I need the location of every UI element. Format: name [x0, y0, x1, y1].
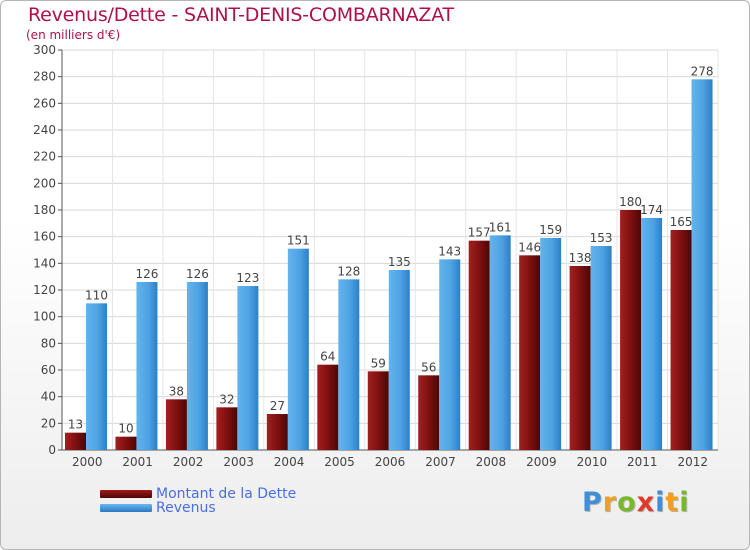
legend-swatch-dette [100, 490, 152, 498]
bar-dette [670, 230, 692, 450]
bar-revenus [388, 270, 410, 450]
x-tick-label: 2009 [526, 455, 557, 469]
logo-letter: P [582, 487, 603, 518]
y-tick-label: 220 [33, 150, 56, 164]
bar-revenus-label: 126 [136, 267, 159, 281]
bar-revenus-label: 174 [640, 203, 663, 217]
bar-dette [468, 240, 490, 450]
x-tick-label: 2001 [122, 455, 153, 469]
y-tick-label: 140 [33, 256, 56, 270]
bar-dette [418, 375, 440, 450]
bar-revenus-label: 151 [287, 234, 310, 248]
logo-letter: o [617, 487, 637, 518]
proxiti-logo: Proxiti [582, 487, 690, 518]
y-tick-label: 200 [33, 176, 56, 190]
logo-letter: r [602, 487, 618, 518]
bar-revenus-label: 278 [691, 64, 714, 78]
bar-dette-label: 32 [219, 392, 234, 406]
x-tick-label: 2006 [375, 455, 406, 469]
bar-revenus-label: 128 [337, 264, 360, 278]
bar-revenus-label: 135 [388, 255, 411, 269]
bar-revenus [540, 238, 562, 450]
bar-dette-label: 157 [468, 226, 491, 240]
x-tick-label: 2004 [274, 455, 305, 469]
logo-letter: x [636, 487, 656, 518]
bar-dette-label: 56 [421, 360, 436, 374]
x-tick-label: 2008 [476, 455, 507, 469]
y-tick-label: 240 [33, 123, 56, 137]
logo-letter: i [679, 487, 690, 518]
bar-dette-label: 13 [68, 418, 83, 432]
x-tick-label: 2012 [677, 455, 708, 469]
logo-letter: i [655, 487, 666, 518]
bar-revenus [136, 282, 158, 450]
legend-swatch-revenus [100, 504, 152, 512]
x-tick-label: 2005 [324, 455, 355, 469]
y-tick-label: 280 [33, 70, 56, 84]
x-tick-label: 2011 [627, 455, 658, 469]
bar-dette-label: 180 [619, 195, 642, 209]
bar-revenus [641, 218, 663, 450]
bar-revenus-label: 161 [489, 220, 512, 234]
bar-dette-label: 146 [518, 240, 541, 254]
bar-dette [620, 210, 642, 450]
x-tick-label: 2007 [425, 455, 456, 469]
bar-revenus-label: 159 [539, 223, 562, 237]
chart-title: Revenus/Dette - SAINT-DENIS-COMBARNAZAT [28, 4, 454, 26]
bar-dette-label: 59 [371, 356, 386, 370]
bar-revenus [237, 286, 259, 450]
bar-dette [317, 364, 339, 450]
bar-dette-label: 38 [169, 384, 184, 398]
legend-label-dette: Montant de la Dette [156, 486, 297, 502]
chart-subtitle: (en milliers d'€) [26, 28, 121, 42]
y-tick-label: 40 [41, 390, 56, 404]
bar-revenus [338, 279, 360, 450]
y-tick-label: 300 [33, 43, 56, 57]
y-tick-label: 80 [41, 336, 56, 350]
x-tick-label: 2000 [72, 455, 103, 469]
bar-dette [216, 407, 238, 450]
bar-revenus [86, 303, 107, 450]
bar-revenus [590, 246, 612, 450]
y-tick-label: 180 [33, 203, 56, 217]
y-tick-label: 60 [41, 363, 56, 377]
bar-dette [569, 266, 591, 450]
bar-revenus [489, 235, 511, 450]
y-tick-label: 0 [48, 443, 56, 457]
bar-revenus-label: 110 [85, 288, 108, 302]
bar-revenus [439, 259, 461, 450]
bar-revenus-label: 123 [236, 271, 259, 285]
x-tick-label: 2003 [223, 455, 254, 469]
bar-dette [115, 436, 137, 450]
y-tick-label: 160 [33, 230, 56, 244]
y-tick-label: 260 [33, 96, 56, 110]
bar-dette-label: 27 [270, 399, 285, 413]
bar-dette-label: 10 [118, 422, 133, 436]
bar-dette [266, 414, 288, 450]
bar-dette-label: 64 [320, 350, 335, 364]
bar-revenus-label: 153 [590, 231, 613, 245]
bar-dette [65, 432, 86, 450]
bar-revenus [691, 79, 713, 450]
y-tick-label: 100 [33, 310, 56, 324]
bar-revenus [186, 282, 208, 450]
legend-label-revenus: Revenus [156, 500, 216, 516]
bar-dette-label: 138 [569, 251, 592, 265]
x-tick-label: 2010 [577, 455, 608, 469]
x-tick-label: 2002 [173, 455, 204, 469]
bar-dette [367, 371, 389, 450]
bar-revenus-label: 126 [186, 267, 209, 281]
logo-letter: t [665, 487, 680, 518]
y-tick-label: 120 [33, 283, 56, 297]
y-tick-label: 20 [41, 416, 56, 430]
bar-revenus-label: 143 [438, 244, 461, 258]
bar-revenus [287, 248, 309, 450]
bar-dette [519, 255, 541, 450]
bar-dette [165, 399, 187, 450]
bar-dette-label: 165 [670, 215, 693, 229]
